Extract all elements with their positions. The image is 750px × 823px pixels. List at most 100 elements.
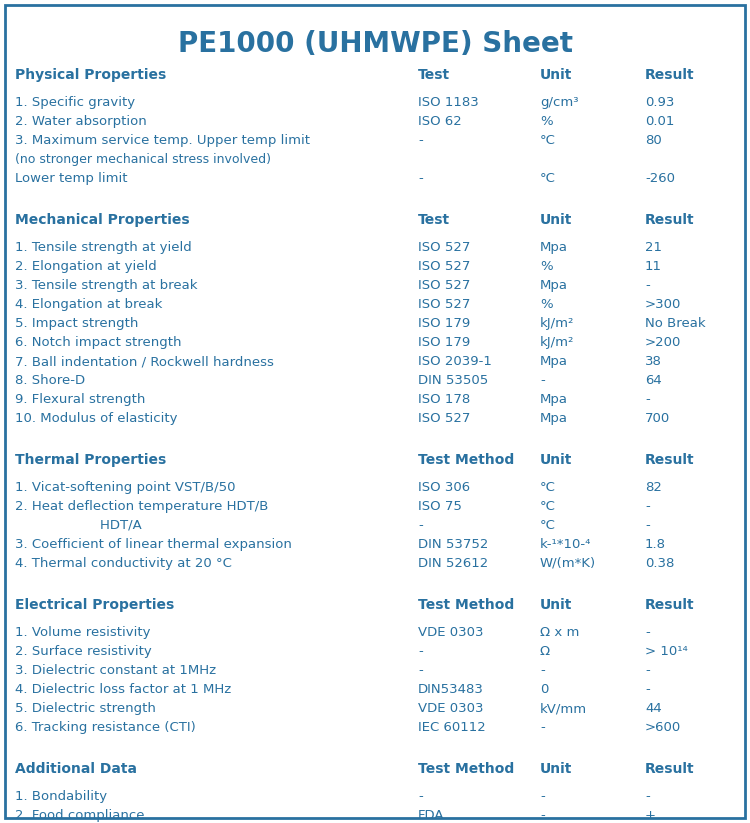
Text: Unit: Unit — [540, 598, 572, 612]
Text: ISO 179: ISO 179 — [418, 317, 470, 330]
Text: 2. Elongation at yield: 2. Elongation at yield — [15, 260, 157, 273]
Text: -: - — [418, 172, 423, 185]
Text: 1. Vicat-softening point VST/B/50: 1. Vicat-softening point VST/B/50 — [15, 481, 236, 494]
Text: 2. Heat deflection temperature HDT/B: 2. Heat deflection temperature HDT/B — [15, 500, 268, 513]
Text: Mechanical Properties: Mechanical Properties — [15, 213, 190, 227]
Text: -: - — [418, 134, 423, 147]
Text: -: - — [418, 519, 423, 532]
Text: ISO 527: ISO 527 — [418, 241, 470, 254]
Text: >600: >600 — [645, 721, 681, 734]
Text: Test Method: Test Method — [418, 598, 514, 612]
Text: ISO 527: ISO 527 — [418, 260, 470, 273]
Text: 64: 64 — [645, 374, 662, 387]
Text: ISO 62: ISO 62 — [418, 115, 462, 128]
Text: °C: °C — [540, 134, 556, 147]
Text: 38: 38 — [645, 355, 662, 368]
Text: -: - — [645, 500, 650, 513]
Text: Mpa: Mpa — [540, 241, 568, 254]
Text: 5. Impact strength: 5. Impact strength — [15, 317, 138, 330]
Text: -: - — [540, 664, 544, 677]
Text: Result: Result — [645, 598, 694, 612]
Text: Ω: Ω — [540, 645, 550, 658]
Text: -260: -260 — [645, 172, 675, 185]
Text: 3. Tensile strength at break: 3. Tensile strength at break — [15, 279, 197, 292]
Text: +: + — [645, 809, 656, 822]
Text: ISO 179: ISO 179 — [418, 336, 470, 349]
Text: -: - — [418, 664, 423, 677]
Text: 0.38: 0.38 — [645, 557, 674, 570]
Text: kJ/m²: kJ/m² — [540, 336, 574, 349]
Text: 0.93: 0.93 — [645, 96, 674, 109]
Text: %: % — [540, 260, 553, 273]
Text: 6. Notch impact strength: 6. Notch impact strength — [15, 336, 182, 349]
Text: -: - — [540, 790, 544, 803]
Text: 80: 80 — [645, 134, 662, 147]
Text: W/(m*K): W/(m*K) — [540, 557, 596, 570]
Text: Result: Result — [645, 762, 694, 776]
Text: -: - — [418, 790, 423, 803]
Text: Physical Properties: Physical Properties — [15, 68, 166, 82]
Text: 44: 44 — [645, 702, 662, 715]
Text: VDE 0303: VDE 0303 — [418, 702, 484, 715]
Text: HDT/A: HDT/A — [15, 519, 142, 532]
Text: Mpa: Mpa — [540, 393, 568, 406]
Text: 2. Food compliance: 2. Food compliance — [15, 809, 145, 822]
Text: 4. Thermal conductivity at 20 °C: 4. Thermal conductivity at 20 °C — [15, 557, 232, 570]
Text: ISO 306: ISO 306 — [418, 481, 470, 494]
Text: 5. Dielectric strength: 5. Dielectric strength — [15, 702, 156, 715]
Text: ISO 75: ISO 75 — [418, 500, 462, 513]
Text: Result: Result — [645, 213, 694, 227]
Text: 0: 0 — [540, 683, 548, 696]
Text: 1. Bondability: 1. Bondability — [15, 790, 107, 803]
Text: VDE 0303: VDE 0303 — [418, 626, 484, 639]
Text: Test: Test — [418, 213, 450, 227]
Text: FDA: FDA — [418, 809, 445, 822]
Text: 1.8: 1.8 — [645, 538, 666, 551]
Text: 7. Ball indentation / Rockwell hardness: 7. Ball indentation / Rockwell hardness — [15, 355, 274, 368]
Text: Test: Test — [418, 68, 450, 82]
Text: 8. Shore-D: 8. Shore-D — [15, 374, 85, 387]
Text: -: - — [645, 393, 650, 406]
Text: -: - — [540, 374, 544, 387]
Text: Unit: Unit — [540, 68, 572, 82]
Text: kJ/m²: kJ/m² — [540, 317, 574, 330]
Text: °C: °C — [540, 481, 556, 494]
Text: Mpa: Mpa — [540, 279, 568, 292]
Text: 82: 82 — [645, 481, 662, 494]
Text: °C: °C — [540, 500, 556, 513]
Text: (no stronger mechanical stress involved): (no stronger mechanical stress involved) — [15, 153, 271, 166]
Text: 1. Tensile strength at yield: 1. Tensile strength at yield — [15, 241, 192, 254]
Text: ISO 2039-1: ISO 2039-1 — [418, 355, 492, 368]
Text: kV/mm: kV/mm — [540, 702, 587, 715]
Text: Test Method: Test Method — [418, 762, 514, 776]
Text: No Break: No Break — [645, 317, 706, 330]
Text: 700: 700 — [645, 412, 670, 425]
Text: Mpa: Mpa — [540, 412, 568, 425]
Text: Mpa: Mpa — [540, 355, 568, 368]
Text: 1. Specific gravity: 1. Specific gravity — [15, 96, 135, 109]
Text: -: - — [645, 626, 650, 639]
Text: 3. Coefficient of linear thermal expansion: 3. Coefficient of linear thermal expansi… — [15, 538, 292, 551]
Text: Unit: Unit — [540, 453, 572, 467]
Text: Thermal Properties: Thermal Properties — [15, 453, 166, 467]
Text: 4. Elongation at break: 4. Elongation at break — [15, 298, 162, 311]
Text: Lower temp limit: Lower temp limit — [15, 172, 128, 185]
Text: Unit: Unit — [540, 213, 572, 227]
Text: -: - — [645, 790, 650, 803]
Text: 6. Tracking resistance (CTI): 6. Tracking resistance (CTI) — [15, 721, 196, 734]
Text: 3. Dielectric constant at 1MHz: 3. Dielectric constant at 1MHz — [15, 664, 216, 677]
Text: -: - — [645, 279, 650, 292]
Text: -: - — [418, 645, 423, 658]
Text: >200: >200 — [645, 336, 681, 349]
Text: 9. Flexural strength: 9. Flexural strength — [15, 393, 146, 406]
Text: 0.01: 0.01 — [645, 115, 674, 128]
Text: ISO 1183: ISO 1183 — [418, 96, 478, 109]
Text: k-¹*10-⁴: k-¹*10-⁴ — [540, 538, 591, 551]
Text: DIN 52612: DIN 52612 — [418, 557, 488, 570]
Text: Additional Data: Additional Data — [15, 762, 137, 776]
Text: -: - — [540, 721, 544, 734]
Text: -: - — [645, 664, 650, 677]
Text: %: % — [540, 298, 553, 311]
Text: 21: 21 — [645, 241, 662, 254]
Text: Ω x m: Ω x m — [540, 626, 579, 639]
